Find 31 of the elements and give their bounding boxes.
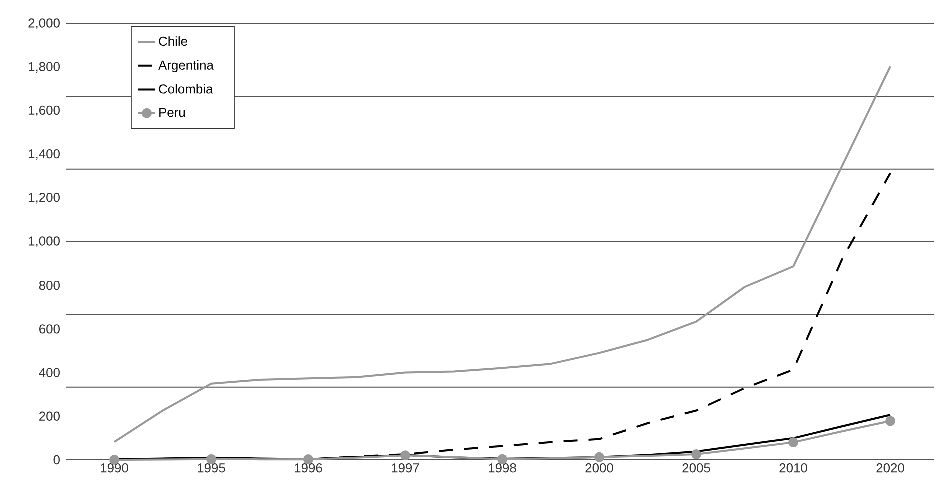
legend-label: Argentina (158, 60, 214, 73)
point (692, 450, 702, 460)
x-tick-label: 1995 (198, 464, 226, 473)
y-tick-label: 400 (39, 368, 60, 378)
legend-label: Peru (160, 108, 186, 118)
x-tick-label: 2010 (780, 464, 808, 473)
x-tick-label: 1997 (392, 464, 420, 473)
point (594, 452, 605, 462)
point (886, 416, 896, 426)
x-tick-label: 1998 (489, 464, 516, 473)
point (498, 454, 508, 464)
y-tick-label: 800 (39, 281, 60, 290)
point (788, 438, 799, 448)
y-tick-label: 1,400 (29, 149, 60, 160)
y-tick-label: 1,600 (29, 106, 60, 117)
x-tick-label: 2020 (876, 464, 904, 473)
x-tick-label: 1990 (101, 464, 128, 473)
point (400, 450, 411, 461)
y-tick-label: 0 (54, 455, 60, 465)
y-tick-label: 1,800 (29, 62, 60, 73)
legend-label: Colombia (159, 84, 214, 94)
x-tick-label: 2000 (586, 464, 614, 473)
point (206, 454, 217, 464)
y-tick-label: 1,000 (29, 236, 60, 248)
y-tick-label: 1,200 (29, 193, 60, 204)
x-tick-label: 2005 (682, 464, 710, 473)
x-tick-label: 1996 (295, 464, 322, 473)
y-tick-label: 600 (40, 324, 60, 334)
legend-label: Chile (159, 36, 188, 46)
y-tick-label: 2,000 (28, 18, 60, 30)
y-tick-label: 200 (40, 412, 60, 421)
